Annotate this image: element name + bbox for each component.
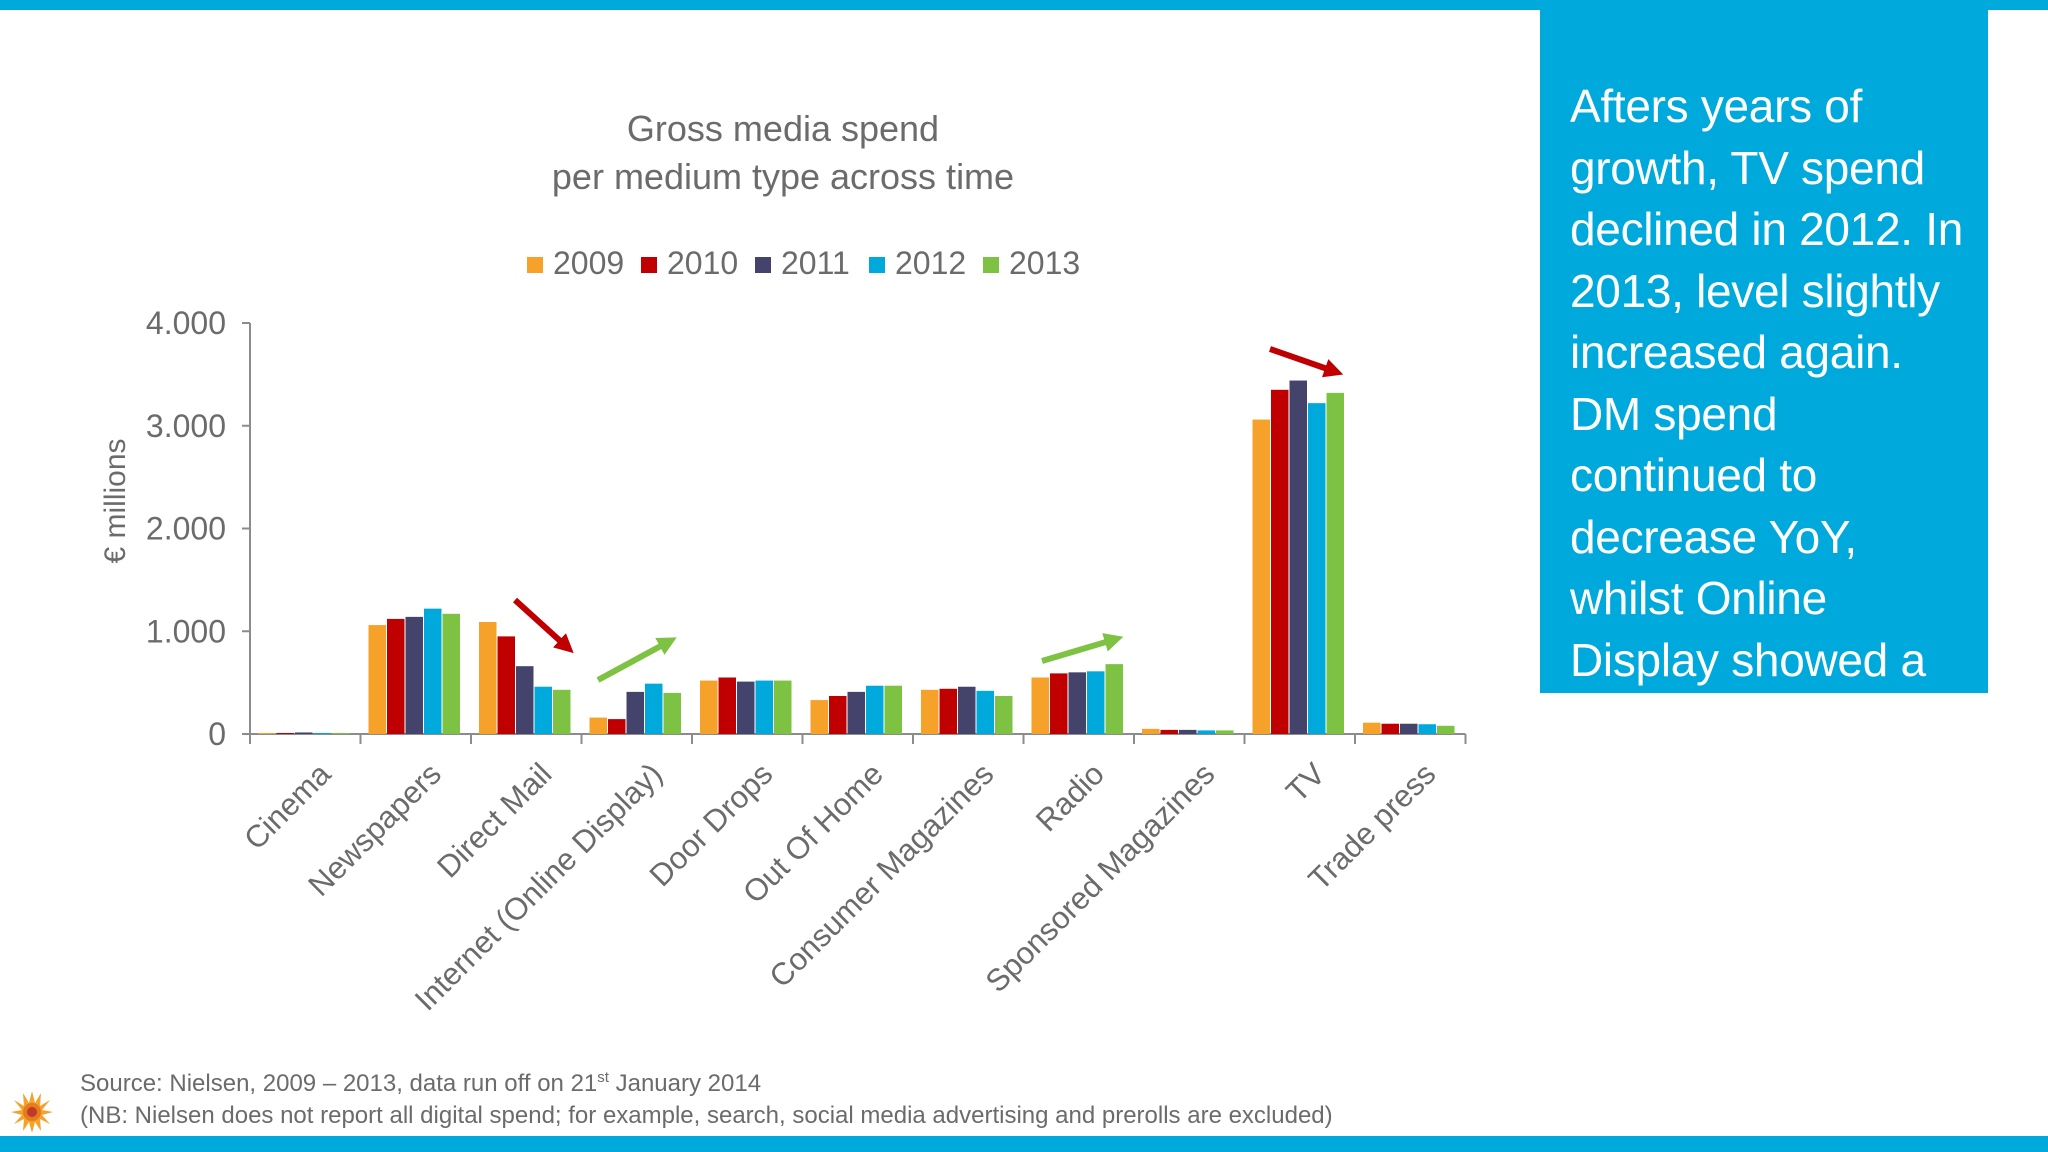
legend-swatch xyxy=(869,257,885,273)
bar-2009 xyxy=(1142,728,1160,734)
trend-arrow-down xyxy=(512,597,574,654)
bar-2013 xyxy=(1105,664,1123,734)
bar-2013 xyxy=(1216,730,1234,734)
legend-swatch xyxy=(983,257,999,273)
bar-2010 xyxy=(276,732,294,734)
bar-2013 xyxy=(884,685,902,734)
x-tick-label: TV xyxy=(1279,756,1332,809)
y-tick-label: 0 xyxy=(208,716,226,752)
bar-2009 xyxy=(1252,419,1270,734)
bar-2009 xyxy=(258,732,276,734)
y-axis: 0 1.000 2.000 3.000 4.000 xyxy=(146,305,251,752)
bar-2011 xyxy=(958,686,976,734)
legend-swatch xyxy=(755,257,771,273)
bar-2009 xyxy=(921,689,939,734)
bar-2011 xyxy=(1068,672,1086,734)
bar-2011 xyxy=(626,691,644,734)
y-tick-label: 3.000 xyxy=(146,408,226,444)
x-tick-label: Cinema xyxy=(237,756,338,857)
bar-2009 xyxy=(1031,677,1049,734)
trend-arrow-up xyxy=(596,637,677,683)
bar-2013 xyxy=(995,695,1013,734)
bar-2012 xyxy=(1087,671,1105,734)
trend-arrow-up xyxy=(1041,633,1124,664)
bar-2009 xyxy=(1363,722,1381,734)
bar-2009 xyxy=(368,625,386,734)
bar-2012 xyxy=(1308,403,1326,734)
legend-label: 2012 xyxy=(895,245,966,281)
bar-2012 xyxy=(534,686,552,734)
trend-arrows xyxy=(512,346,1344,683)
legend-label: 2011 xyxy=(781,245,850,281)
bar-2013 xyxy=(332,732,350,734)
trend-arrow-down xyxy=(1269,346,1344,378)
bar-2012 xyxy=(424,608,442,734)
bottom-accent-bar xyxy=(0,1136,2048,1152)
bar-2009 xyxy=(810,700,828,734)
bar-2012 xyxy=(976,690,994,734)
bar-2013 xyxy=(1437,725,1455,734)
bar-2012 xyxy=(1418,724,1436,734)
bar-2011 xyxy=(1289,380,1307,734)
legend-label: 2010 xyxy=(667,245,738,281)
bar-2010 xyxy=(1271,389,1289,734)
sun-logo-icon xyxy=(11,1091,53,1133)
bar-2010 xyxy=(608,719,626,734)
bar-2010 xyxy=(387,618,405,734)
source-line-1: Source: Nielsen, 2009 – 2013, data run o… xyxy=(80,1069,762,1097)
bar-2010 xyxy=(1160,729,1178,734)
legend-swatch xyxy=(527,257,543,273)
y-axis-label: € millions xyxy=(99,438,132,563)
bar-2012 xyxy=(645,683,663,734)
callout-text: Afters years of growth, TV spend decline… xyxy=(1570,80,1963,747)
bar-2013 xyxy=(553,689,571,734)
bar-2013 xyxy=(1326,392,1344,734)
bar-2011 xyxy=(1179,729,1197,734)
legend-label: 2013 xyxy=(1009,245,1080,281)
y-tick-label: 4.000 xyxy=(146,305,226,341)
x-tick-label: Consumer Magazines xyxy=(762,756,1000,994)
chart-title: Gross media spend per medium type across… xyxy=(552,108,1014,197)
source-line-2: (NB: Nielsen does not report all digital… xyxy=(80,1102,1333,1129)
bars xyxy=(258,380,1455,734)
bar-2010 xyxy=(939,688,957,734)
bar-2009 xyxy=(479,622,497,734)
insight-callout: Afters years of growth, TV spend decline… xyxy=(1540,10,1988,747)
bar-2012 xyxy=(866,685,884,734)
bar-2010 xyxy=(1050,673,1068,734)
source-note: Source: Nielsen, 2009 – 2013, data run o… xyxy=(80,1062,1333,1132)
bar-2011 xyxy=(737,681,755,734)
x-tick-label: Sponsored Magazines xyxy=(979,756,1222,999)
bar-2010 xyxy=(829,695,847,734)
bar-2011 xyxy=(1400,723,1418,734)
bar-2010 xyxy=(718,677,736,734)
chart-title-line-1: Gross media spend xyxy=(627,108,939,149)
bar-2013 xyxy=(774,680,792,734)
bar-2012 xyxy=(755,680,773,734)
bar-2012 xyxy=(1197,730,1215,734)
x-tick-label: Radio xyxy=(1029,756,1111,838)
bar-2009 xyxy=(589,717,607,734)
legend-label: 2009 xyxy=(553,245,624,281)
chart-legend: 2009 2010 2011 2012 2013 xyxy=(527,245,1080,281)
bar-2013 xyxy=(663,692,681,734)
bar-2011 xyxy=(847,691,865,734)
bar-2011 xyxy=(405,616,423,734)
legend-swatch xyxy=(641,257,657,273)
bar-2010 xyxy=(1381,723,1399,734)
y-tick-label: 2.000 xyxy=(146,511,226,547)
bar-2010 xyxy=(497,636,515,734)
bar-2012 xyxy=(313,732,331,734)
top-accent-bar xyxy=(0,0,2048,10)
bar-2011 xyxy=(516,666,534,734)
bar-2013 xyxy=(442,613,460,734)
bar-2009 xyxy=(700,680,718,734)
y-tick-label: 1.000 xyxy=(146,613,226,649)
bar-2011 xyxy=(295,732,313,734)
chart-title-line-2: per medium type across time xyxy=(552,156,1014,197)
